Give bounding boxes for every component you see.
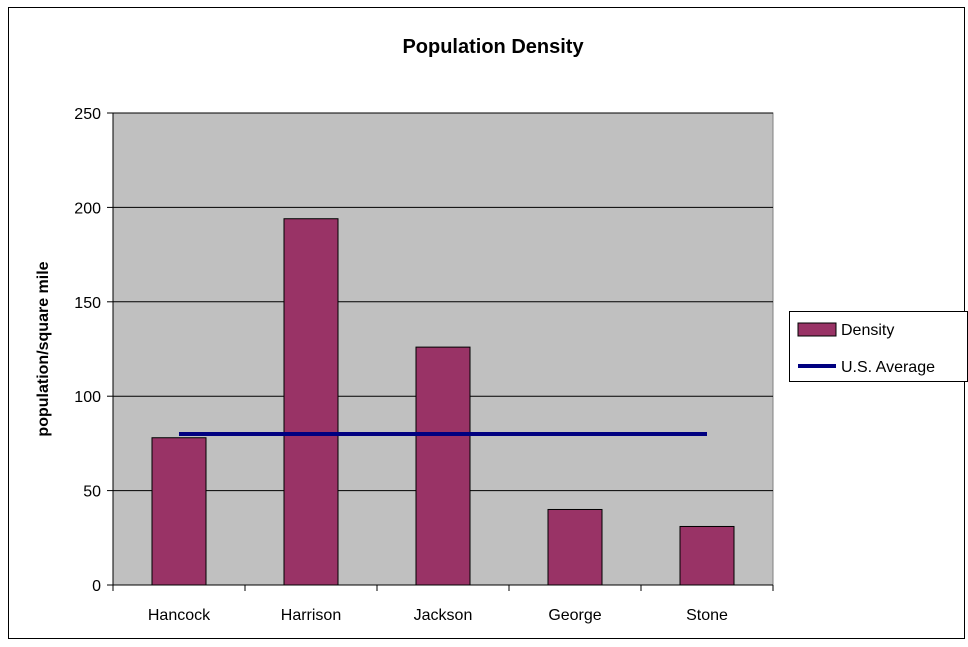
legend-box — [789, 311, 968, 382]
y-tick-label: 250 — [74, 106, 101, 123]
x-tick-label: Harrison — [281, 607, 341, 624]
chart-title: Population Density — [402, 36, 584, 58]
bar-hancock — [151, 437, 207, 586]
bar-george — [547, 508, 603, 586]
y-axis-label: population/square mile — [35, 261, 52, 436]
x-tick-label: Hancock — [148, 607, 211, 624]
legend: Density U.S. Average — [789, 311, 968, 382]
bar-series — [151, 218, 735, 586]
y-axis-ticks: 0 50 100 150 200 250 — [74, 106, 113, 595]
y-tick-label: 0 — [92, 578, 101, 595]
y-tick-label: 150 — [74, 295, 101, 312]
x-tick-label: George — [548, 607, 601, 624]
x-axis-ticks: Hancock Harrison Jackson George Stone — [112, 585, 774, 624]
bar-harrison — [283, 218, 339, 586]
y-tick-label: 50 — [83, 484, 101, 501]
legend-density-label: Density — [841, 322, 894, 339]
y-tick-label: 200 — [74, 200, 101, 217]
bar-stone — [679, 525, 735, 586]
legend-us-average-label: U.S. Average — [841, 359, 935, 376]
legend-density-swatch — [797, 322, 837, 337]
x-tick-label: Stone — [686, 607, 728, 624]
bar-jackson — [415, 346, 471, 586]
y-tick-label: 100 — [74, 389, 101, 406]
x-tick-label: Jackson — [414, 607, 473, 624]
